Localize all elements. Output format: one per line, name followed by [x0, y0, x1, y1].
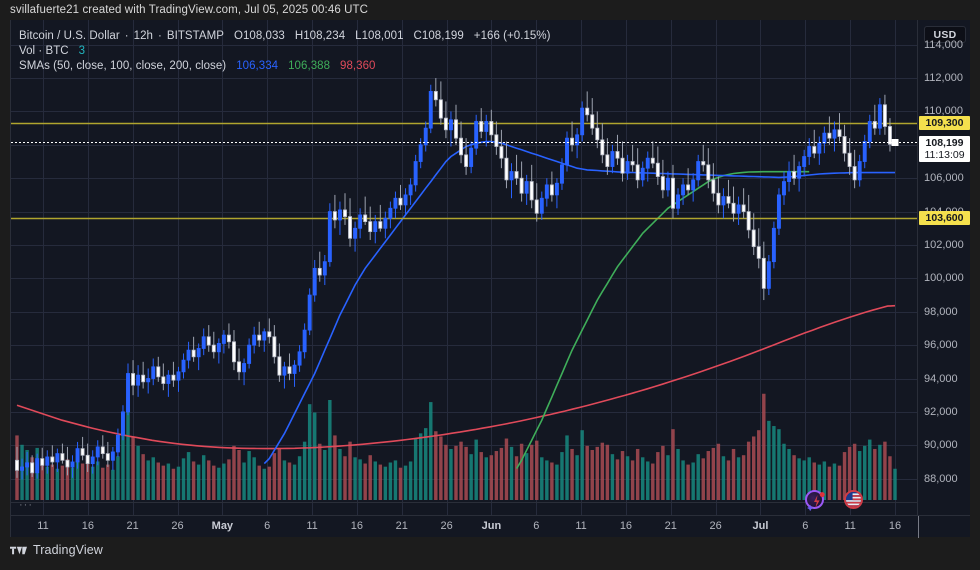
time-tick: 21 — [395, 520, 408, 532]
grid-lines — [11, 20, 918, 515]
price-tick: 100,000 — [924, 272, 964, 285]
attribution-bar: svillafuerte21 created with TradingView.… — [0, 0, 980, 20]
price-level-label-support[interactable]: 103,600 — [919, 211, 970, 226]
currency-chip[interactable]: USD — [924, 26, 966, 43]
price-level-label-resistance[interactable]: 109,300 — [919, 116, 970, 131]
time-tick: 6 — [264, 520, 271, 532]
candle-series — [15, 78, 897, 480]
time-tick: Jun — [481, 520, 502, 532]
volume-series — [15, 393, 897, 500]
time-tick: 26 — [440, 520, 453, 532]
price-tick: 114,000 — [924, 38, 963, 51]
time-tick: 16 — [81, 520, 94, 532]
time-tick: May — [211, 520, 234, 532]
last-price-marker — [891, 139, 899, 146]
time-axis-separator — [918, 516, 919, 538]
footer-branding: TradingView — [10, 543, 103, 557]
time-tick: 6 — [802, 520, 809, 532]
time-axis[interactable]: 11 16 21 26 May 6 11 16 21 26 Jun 6 11 16 21 26 Jul 6 11 16 — [10, 515, 970, 538]
pane-menu-ellipsis[interactable]: ··· — [19, 499, 33, 511]
time-tick: 26 — [709, 520, 722, 532]
sma200-line — [16, 304, 896, 450]
time-tick: 11 — [575, 520, 587, 532]
price-tick: 88,000 — [924, 472, 958, 485]
time-tick: 26 — [171, 520, 184, 532]
time-tick: 11 — [37, 520, 49, 532]
price-tick: 96,000 — [924, 339, 958, 352]
time-tick: 11 — [844, 520, 856, 532]
chart-frame: ··· Bitcoin / U.S. Dollar · 12h · BITSTA… — [10, 20, 970, 515]
ai-event-badge[interactable] — [805, 490, 825, 512]
time-tick: 6 — [533, 520, 540, 532]
price-level-lines[interactable] — [11, 122, 918, 220]
footer-brand-text: TradingView — [33, 543, 103, 557]
time-tick: 16 — [619, 520, 633, 532]
price-tick: 90,000 — [924, 439, 958, 452]
last-price-value: 108,199 — [925, 136, 964, 149]
last-price-label[interactable]: 108,199 11:13:09 — [919, 135, 970, 162]
time-tick: 16 — [350, 520, 364, 532]
us-flag-glyph — [846, 492, 861, 507]
chart-pane[interactable] — [11, 20, 918, 515]
price-axis[interactable]: USD 114,000112,000110,000108,000106,0001… — [917, 20, 970, 515]
bar-countdown: 11:13:09 — [924, 148, 965, 161]
price-tick: 106,000 — [924, 172, 964, 185]
sma50-line — [263, 140, 895, 465]
time-tick: Jul — [752, 520, 769, 532]
price-tick: 110,000 — [924, 105, 963, 118]
time-tick: 21 — [126, 520, 139, 532]
time-tick: 21 — [664, 520, 677, 532]
attribution-text: svillafuerte21 created with TradingView.… — [10, 4, 369, 16]
price-tick: 98,000 — [924, 305, 958, 318]
price-tick: 92,000 — [924, 405, 958, 418]
time-tick: 16 — [888, 520, 902, 532]
ai-spark-glyph — [807, 492, 825, 512]
price-tick: 94,000 — [924, 372, 958, 385]
chart-canvas[interactable] — [11, 20, 918, 515]
price-tick: 102,000 — [924, 238, 964, 251]
tradingview-logo-icon — [10, 546, 27, 554]
time-tick: 11 — [306, 520, 318, 532]
us-economic-event-badge[interactable] — [844, 490, 863, 509]
price-tick: 112,000 — [924, 72, 963, 85]
sma100-line — [515, 170, 810, 470]
